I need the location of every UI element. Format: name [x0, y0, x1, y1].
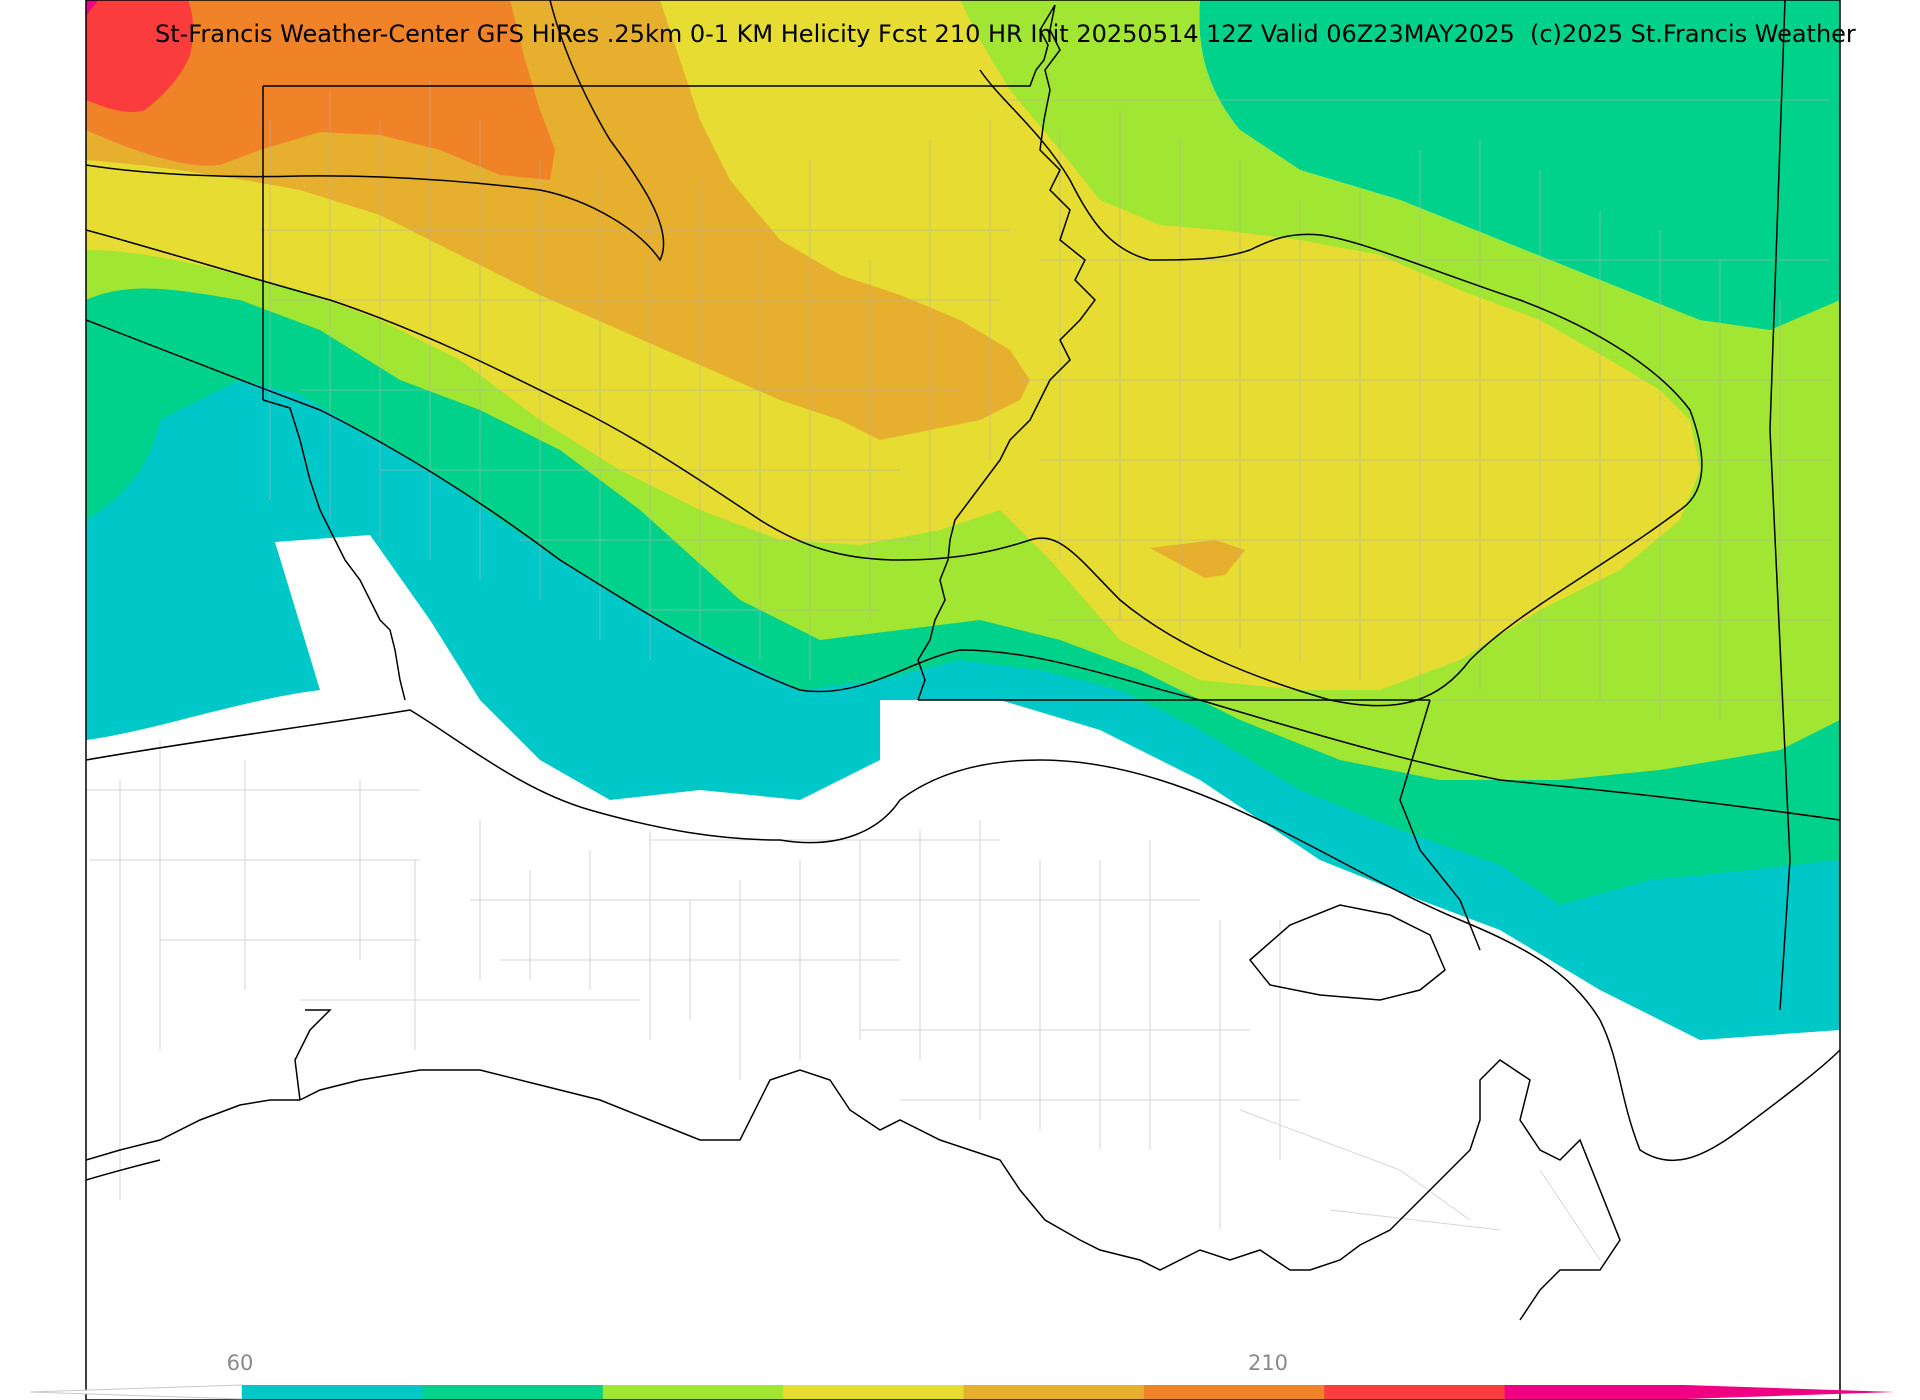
- color-legend: 60 210: [29, 1351, 1895, 1400]
- legend-swatches: [242, 1385, 1686, 1399]
- legend-tick-60: 60: [227, 1351, 254, 1375]
- county-lines: [86, 80, 1830, 1261]
- helicity-patch-gold: [1150, 540, 1245, 578]
- legend-left-arrow: [29, 1384, 243, 1400]
- map-frame: [85, 0, 1841, 1400]
- arkansas-border: [262, 4, 1056, 701]
- louisiana-coastline: [299, 1059, 1621, 1321]
- state-boundaries: [86, 0, 1791, 1321]
- copyright-text: (c)2025 St.Francis Weather: [1530, 20, 1856, 48]
- ms-al-border: [1769, 0, 1791, 1011]
- legend-swatch: [602, 1385, 784, 1399]
- ms-interior-line: [1399, 699, 1481, 951]
- legend-swatch: [1143, 1385, 1325, 1399]
- contour-3: [86, 319, 1840, 821]
- legend-tick-210: 210: [1248, 1351, 1288, 1375]
- legend-swatch: [1504, 1385, 1686, 1399]
- lake-pontchartrain: [1248, 904, 1446, 1001]
- legend-right-arrow: [1685, 1385, 1895, 1399]
- contour-4: [86, 709, 1840, 1162]
- contour-1: [86, 0, 665, 262]
- helicity-band-magenta: [86, 0, 98, 16]
- helicity-band-orange: [86, 0, 555, 180]
- texas-coastline: [86, 1009, 332, 1161]
- legend-swatch: [1324, 1385, 1506, 1399]
- legend-swatch: [422, 1385, 604, 1399]
- contour-lines: [86, 0, 1840, 1181]
- legend-swatch: [242, 1385, 423, 1399]
- helicity-band-red: [86, 0, 194, 112]
- helicity-fill-layer: [86, 0, 1840, 1040]
- mississippi-river: [917, 4, 1096, 701]
- contour-5: [86, 1159, 161, 1181]
- legend-swatch: [783, 1385, 964, 1399]
- contour-2: [86, 69, 1703, 707]
- legend-swatch: [963, 1385, 1145, 1399]
- map-title: St-Francis Weather-Center GFS HiRes .25k…: [155, 20, 1515, 48]
